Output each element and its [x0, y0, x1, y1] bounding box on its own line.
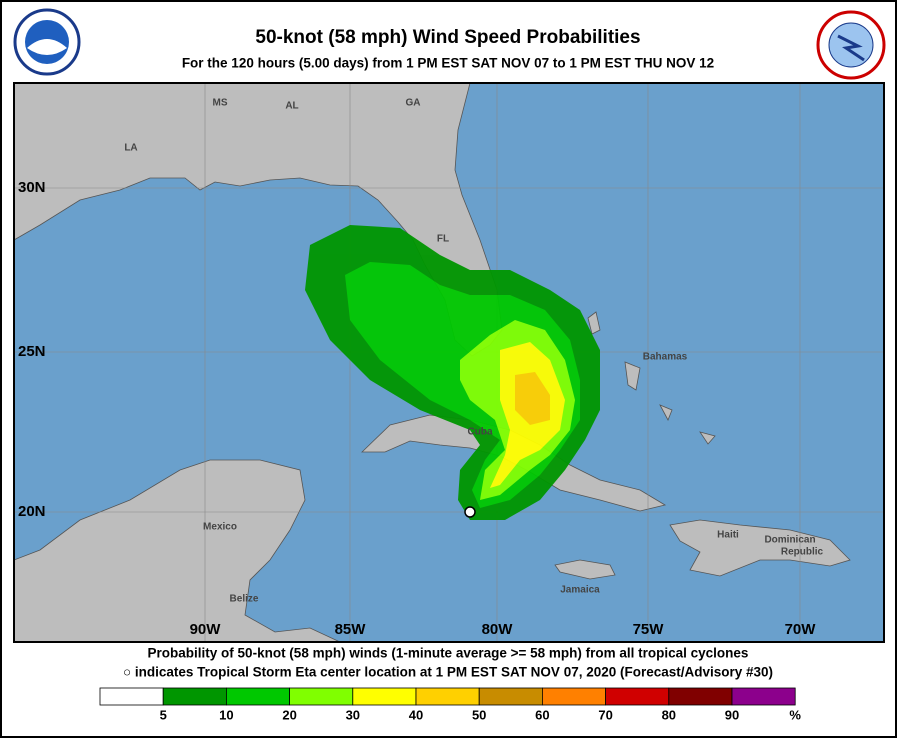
legend-swatch [162, 687, 227, 706]
place-label: Mexico [203, 522, 237, 533]
legend-label: 80 [662, 707, 676, 722]
legend-swatch [415, 687, 480, 706]
legend-label: 20 [282, 707, 296, 722]
legend-swatch [225, 687, 290, 706]
probability-contours [305, 225, 600, 520]
legend-swatch [99, 687, 164, 706]
place-label: Haiti [717, 530, 739, 541]
legend-swatch [542, 687, 607, 706]
footer-line: ○ indicates Tropical Storm Eta center lo… [123, 665, 773, 680]
title: 50-knot (58 mph) Wind Speed Probabilitie… [255, 27, 640, 48]
place-label: MS [213, 98, 228, 109]
lon-label: 75W [633, 621, 665, 638]
legend-label: 90 [725, 707, 739, 722]
contour-area [515, 372, 550, 425]
lat-label: 25N [18, 343, 46, 360]
legend-label: 5 [160, 707, 167, 722]
bahamas [587, 311, 716, 445]
place-label: Jamaica [560, 585, 600, 596]
legend-label: 10 [219, 707, 233, 722]
place-label: LA [124, 143, 137, 154]
nws-logo [816, 10, 886, 80]
legend-swatch [605, 687, 670, 706]
place-label: Belize [230, 594, 259, 605]
lat-label: 30N [18, 179, 46, 196]
hispaniola [669, 519, 851, 577]
legend-swatch [352, 687, 417, 706]
place-label: Cuba [468, 427, 493, 438]
legend-label: 60 [535, 707, 549, 722]
place-label: AL [285, 101, 298, 112]
storm-center [464, 506, 476, 518]
lat-label: 20N [18, 503, 46, 520]
place-label: GA [406, 98, 421, 109]
lon-label: 80W [482, 621, 514, 638]
place-label: Republic [781, 547, 824, 558]
mexico-land [14, 459, 341, 642]
footer-line: Probability of 50-knot (58 mph) winds (1… [148, 646, 749, 661]
place-label: FL [437, 234, 449, 245]
legend-swatch [478, 687, 543, 706]
noaa-logo [13, 8, 81, 76]
legend-swatch [731, 687, 796, 706]
lon-label: 85W [335, 621, 367, 638]
legend: 5 10 20 30 40 50 60 70 80 90% [99, 687, 801, 722]
lon-label: 90W [190, 621, 222, 638]
legend-label: 70 [598, 707, 612, 722]
us-land [14, 83, 503, 357]
jamaica [554, 559, 616, 580]
legend-label: 30 [346, 707, 360, 722]
legend-label: % [789, 707, 801, 722]
map: MS AL GA LA FL Bahamas Cuba Mexico Belize Haiti Do… [14, 83, 884, 642]
legend-swatch [289, 687, 354, 706]
subtitle: For the 120 hours (5.00 days) from 1 PM … [182, 56, 714, 71]
place-label: Dominican [764, 535, 815, 546]
legend-swatch [668, 687, 733, 706]
lon-label: 70W [785, 621, 817, 638]
legend-label: 50 [472, 707, 486, 722]
place-label: Bahamas [643, 352, 688, 363]
map-border [13, 82, 885, 643]
legend-label: 40 [409, 707, 423, 722]
